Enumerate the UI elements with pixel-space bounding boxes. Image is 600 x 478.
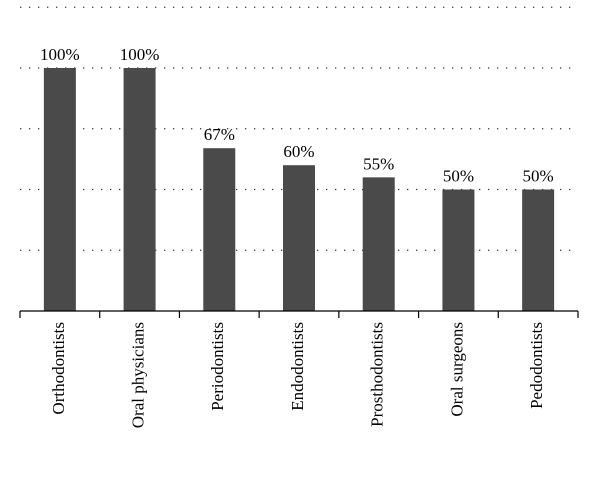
bar-5 [362, 177, 395, 311]
category-label-3: Periodontists [208, 322, 227, 411]
x-axis-ticks [19, 311, 579, 318]
category-labels: Orthodontists Oral physicians Periodontist… [49, 322, 546, 428]
data-label-7: 50% [523, 167, 554, 186]
bars [43, 68, 555, 311]
data-label-2: 100% [120, 45, 160, 64]
bar-7 [522, 189, 555, 311]
category-label-7: Pedodontists [527, 322, 546, 409]
category-label-2: Oral physicians [128, 322, 147, 428]
bar-1 [43, 68, 76, 311]
category-label-6: Oral surgeons [447, 322, 466, 417]
bar-6 [442, 189, 475, 311]
data-label-4: 60% [283, 142, 314, 161]
category-label-5: Prosthodontists [368, 322, 387, 427]
bar-3 [203, 148, 236, 311]
data-labels: 100% 100% 67% 60% 55% 50% 50% [40, 45, 554, 186]
data-label-5: 55% [363, 154, 394, 173]
bar-2 [123, 68, 156, 311]
data-label-1: 100% [40, 45, 80, 64]
data-label-3: 67% [204, 125, 235, 144]
category-label-1: Orthodontists [49, 322, 68, 415]
category-label-4: Endodontists [288, 322, 307, 411]
data-label-6: 50% [443, 167, 474, 186]
bar-4 [283, 165, 315, 311]
